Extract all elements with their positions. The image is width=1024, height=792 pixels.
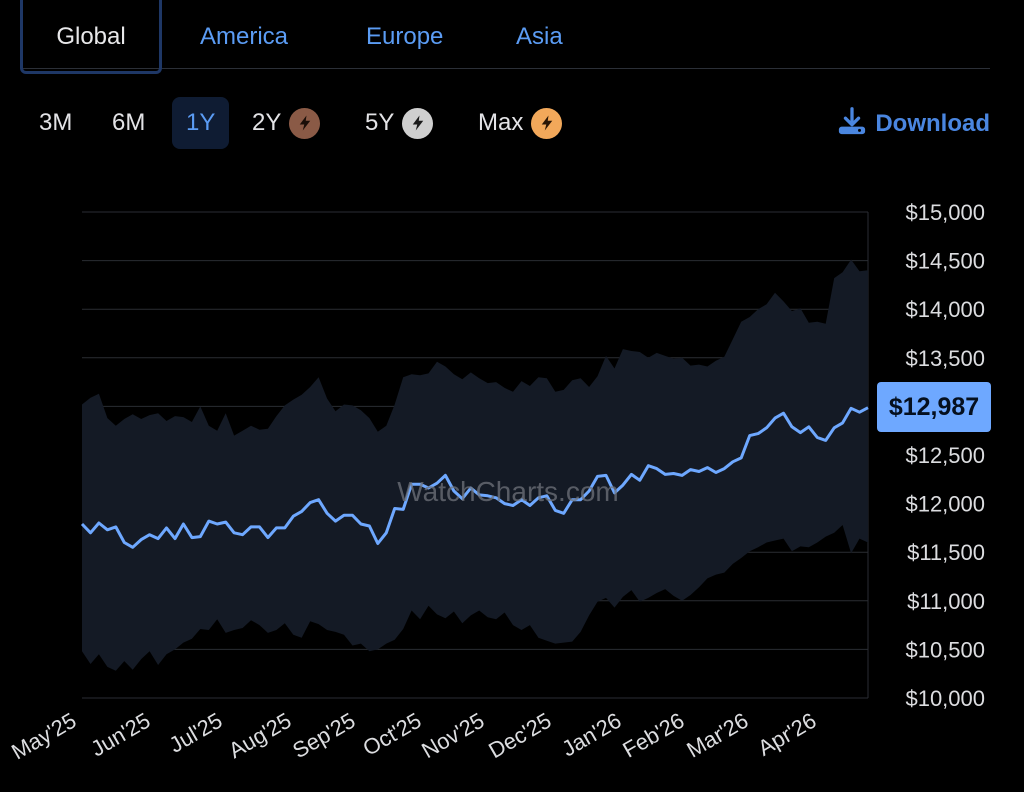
download-icon xyxy=(837,106,867,143)
price-line xyxy=(80,406,869,549)
silver-premium-bolt-icon xyxy=(402,107,434,139)
y-tick-label: $11,000 xyxy=(907,589,985,614)
range-max-label: Max xyxy=(478,109,524,136)
x-tick-label: May'25 xyxy=(7,708,80,765)
range-6m-label: 6M xyxy=(112,109,146,136)
y-tick-label: $12,500 xyxy=(905,443,985,468)
bronze-premium-bolt-icon xyxy=(289,107,321,139)
y-axis-ticks: $10,000 $10,500 $11,000 $11,500 $12,000 $12,5… xyxy=(905,200,985,711)
y-tick-label: $11,500 xyxy=(907,540,985,565)
range-3m-button[interactable]: 3M xyxy=(39,97,72,149)
y-tick-label: $15,000 xyxy=(905,200,985,225)
x-tick-label: Sep'25 xyxy=(288,708,359,764)
y-tick-label: $13,500 xyxy=(905,346,985,371)
price-range-band xyxy=(82,259,868,671)
x-tick-label: Mar'26 xyxy=(682,708,752,763)
tab-america[interactable]: America xyxy=(200,23,289,50)
x-tick-label: Nov'25 xyxy=(417,708,488,764)
x-tick-label: Jun'25 xyxy=(86,708,154,762)
x-tick-label: Jan'26 xyxy=(557,708,625,762)
range-3m-label: 3M xyxy=(39,109,73,136)
range-2y-label: 2Y xyxy=(252,109,282,136)
download-button[interactable]: Download xyxy=(837,106,990,142)
x-tick-label: Oct'25 xyxy=(359,708,426,761)
price-series-line xyxy=(80,406,869,549)
watermark: WatchCharts.com xyxy=(397,476,618,507)
y-tick-label: $12,000 xyxy=(905,492,985,517)
current-price-badge: $12,987 xyxy=(877,382,991,432)
price-chart: $10,000 $10,500 $11,000 $11,500 $12,000 $12,5… xyxy=(7,200,985,765)
range-max-button[interactable]: Max xyxy=(478,97,563,149)
range-1y-label: 1Y xyxy=(186,109,216,136)
y-tick-label: $10,000 xyxy=(905,686,985,711)
x-tick-label: Feb'26 xyxy=(618,708,688,763)
x-tick-label: Apr'26 xyxy=(754,708,821,761)
tab-asia[interactable]: Asia xyxy=(516,23,563,50)
y-tick-label: $10,500 xyxy=(905,637,985,662)
range-6m-button[interactable]: 6M xyxy=(112,97,145,149)
tab-global[interactable]: Global xyxy=(20,0,162,74)
gold-premium-bolt-icon xyxy=(531,107,563,139)
x-tick-label: Jul'25 xyxy=(165,708,227,758)
download-label: Download xyxy=(875,110,990,137)
range-5y-button[interactable]: 5Y xyxy=(365,97,434,149)
range-1y-button[interactable]: 1Y xyxy=(172,97,230,149)
range-2y-button[interactable]: 2Y xyxy=(252,97,321,149)
x-tick-label: Dec'25 xyxy=(484,708,555,764)
region-tabs: Global America Europe Asia xyxy=(20,0,990,74)
range-5y-label: 5Y xyxy=(365,109,395,136)
x-tick-label: Aug'25 xyxy=(224,708,295,764)
y-tick-label: $14,000 xyxy=(905,297,985,322)
tab-europe[interactable]: Europe xyxy=(366,23,444,50)
y-tick-label: $14,500 xyxy=(905,249,985,274)
range-band-area xyxy=(82,259,868,671)
